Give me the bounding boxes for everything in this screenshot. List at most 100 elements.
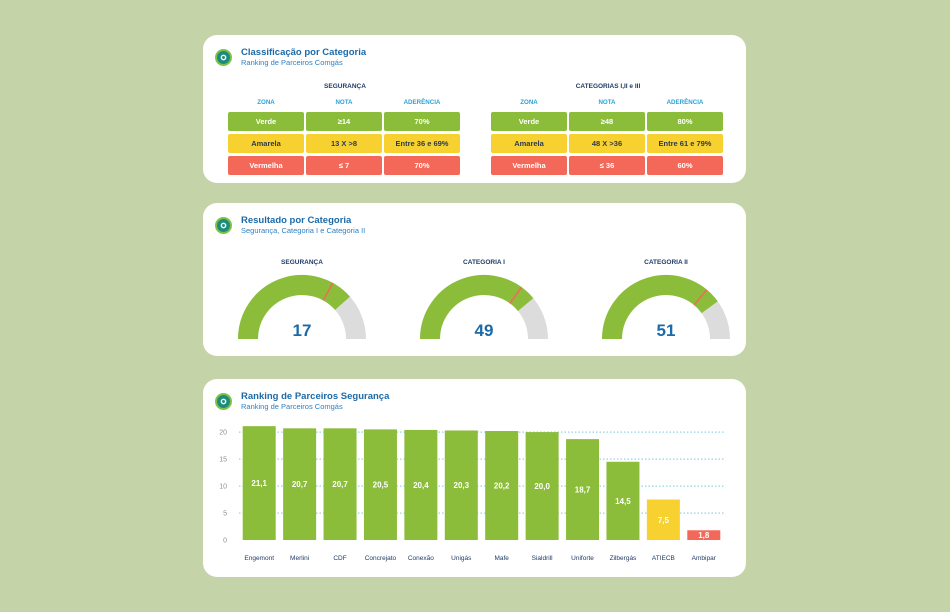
gauge-value: 49 — [474, 321, 494, 340]
gauge-label: SEGURANÇA — [281, 259, 323, 266]
x-category-label: Unigás — [451, 555, 472, 562]
gauge-categoria-i: CATEGORIA I 49 — [414, 257, 554, 340]
y-tick-label: 20 — [219, 430, 227, 437]
table-row-verde: Verde ≥48 80% — [491, 112, 724, 131]
bar — [525, 432, 559, 540]
cell-zona: Vermelha — [228, 156, 304, 175]
ranking-card: Ranking de Parceiros Segurança Ranking d… — [203, 379, 746, 577]
seguranca-table: SEGURANÇA ZONA NOTA ADERÊNCIA Verde ≥14 … — [228, 81, 461, 175]
card-subtitle: Ranking de Parceiros Comgás — [241, 58, 343, 67]
resultado-card: Resultado por Categoria Segurança, Categ… — [203, 203, 746, 356]
y-tick-label: 0 — [223, 538, 227, 545]
cell-zona: Verde — [228, 112, 304, 131]
bar-value-label: 1,8 — [698, 531, 710, 540]
gauge-marker — [509, 286, 523, 304]
gauge-label: CATEGORIA II — [644, 259, 688, 266]
x-category-label: Concrejato — [365, 555, 397, 562]
header-zona: ZONA — [520, 99, 538, 106]
gauge-categoria-ii: CATEGORIA II 51 — [596, 257, 736, 340]
bar-value-label: 20,2 — [494, 482, 510, 491]
bar — [404, 429, 438, 540]
gauge-arc — [420, 275, 548, 339]
bar — [283, 428, 317, 540]
header-aderencia: ADERÊNCIA — [403, 99, 441, 106]
header-aderencia: ADERÊNCIA — [666, 99, 704, 106]
ranking-header: Ranking de Parceiros Segurança Ranking d… — [215, 391, 389, 412]
cell-zona: Amarela — [228, 134, 304, 153]
table-row-verde: Verde ≥14 70% — [228, 112, 461, 131]
table-row-vermelha: Vermelha ≤ 7 70% — [228, 156, 461, 175]
table-header: ZONA NOTA ADERÊNCIA — [491, 97, 724, 109]
gauge-value: 17 — [292, 321, 312, 340]
classificacao-card: Classificação por Categoria Ranking de P… — [203, 35, 746, 183]
x-category-label: Mafe — [494, 555, 509, 562]
table-title: CATEGORIAS I,II e III — [575, 83, 641, 90]
x-category-label: Merlini — [290, 555, 309, 562]
table-header: ZONA NOTA ADERÊNCIA — [228, 97, 461, 109]
x-category-label: Engemont — [244, 555, 274, 562]
cell-aderencia: Entre 61 e 79% — [647, 134, 723, 153]
comgas-logo-icon — [215, 393, 232, 410]
cell-aderencia: Entre 36 e 69% — [384, 134, 460, 153]
bar — [646, 499, 680, 540]
header-nota: NOTA — [335, 99, 353, 106]
x-category-label: Uniforte — [571, 555, 594, 562]
header-nota: NOTA — [598, 99, 616, 106]
bar — [566, 439, 600, 540]
cell-zona: Verde — [491, 112, 567, 131]
cell-aderencia: 70% — [384, 156, 460, 175]
bar — [444, 430, 478, 540]
gauge-arc — [602, 275, 730, 339]
cell-nota: ≥48 — [569, 112, 645, 131]
bar-value-label: 20,4 — [413, 481, 429, 490]
gauge-fill — [420, 275, 534, 339]
x-category-label: Zilbergás — [610, 555, 637, 562]
classificacao-header: Classificação por Categoria Ranking de P… — [215, 47, 366, 68]
table-row-vermelha: Vermelha ≤ 36 60% — [491, 156, 724, 175]
comgas-logo-icon — [215, 217, 232, 234]
bar-value-label: 7,5 — [658, 516, 670, 525]
comgas-logo-icon — [215, 49, 232, 66]
cell-zona: Vermelha — [491, 156, 567, 175]
gauge-marker — [693, 289, 708, 306]
card-subtitle: Ranking de Parceiros Comgás — [241, 402, 343, 411]
table-row-amarela: Amarela 13 X >8 Entre 36 e 69% — [228, 134, 461, 153]
card-title: Resultado por Categoria — [241, 215, 352, 226]
card-title: Classificação por Categoria — [241, 47, 367, 58]
header-zona: ZONA — [257, 99, 275, 106]
y-tick-label: 15 — [219, 457, 227, 464]
resultado-header: Resultado por Categoria Segurança, Categ… — [215, 215, 365, 236]
x-category-label: Ambipar — [692, 555, 717, 562]
bar-value-label: 20,5 — [373, 481, 389, 490]
bar — [323, 428, 357, 540]
bar — [687, 530, 721, 540]
cell-aderencia: 70% — [384, 112, 460, 131]
cell-aderencia: 80% — [647, 112, 723, 131]
x-category-label: Conexão — [408, 555, 434, 562]
x-category-label: Sialdrill — [532, 555, 554, 562]
gauge-seguranca: SEGURANÇA 17 — [232, 257, 372, 340]
bar-value-label: 21,1 — [251, 479, 267, 488]
gauge-label: CATEGORIA I — [463, 259, 505, 266]
gauge-fill — [602, 275, 718, 339]
bar — [363, 429, 397, 540]
y-tick-label: 5 — [223, 511, 227, 518]
bar — [606, 461, 640, 540]
bar-value-label: 20,7 — [332, 480, 348, 489]
bar-value-label: 20,7 — [292, 480, 308, 489]
gauge-marker — [322, 282, 334, 301]
y-tick-label: 10 — [219, 484, 227, 491]
bar-value-label: 18,7 — [575, 486, 591, 495]
card-subtitle: Segurança, Categoria I e Categoria II — [241, 226, 366, 235]
categorias-table: CATEGORIAS I,II e III ZONA NOTA ADERÊNCI… — [491, 81, 724, 175]
x-category-label: ATIECB — [652, 555, 675, 562]
gauge-fill — [238, 275, 350, 339]
card-title: Ranking de Parceiros Segurança — [241, 391, 390, 402]
table-row-amarela: Amarela 48 X >36 Entre 61 e 79% — [491, 134, 724, 153]
gauge-value: 51 — [656, 321, 676, 340]
cell-nota: 13 X >8 — [306, 134, 382, 153]
cell-nota: ≥14 — [306, 112, 382, 131]
cell-zona: Amarela — [491, 134, 567, 153]
ranking-bar-chart: 0 5 10 15 20 21,1 Engemont 20,7 Merlini 20,7 CDF 20… — [219, 426, 724, 562]
x-category-label: CDF — [333, 555, 346, 562]
